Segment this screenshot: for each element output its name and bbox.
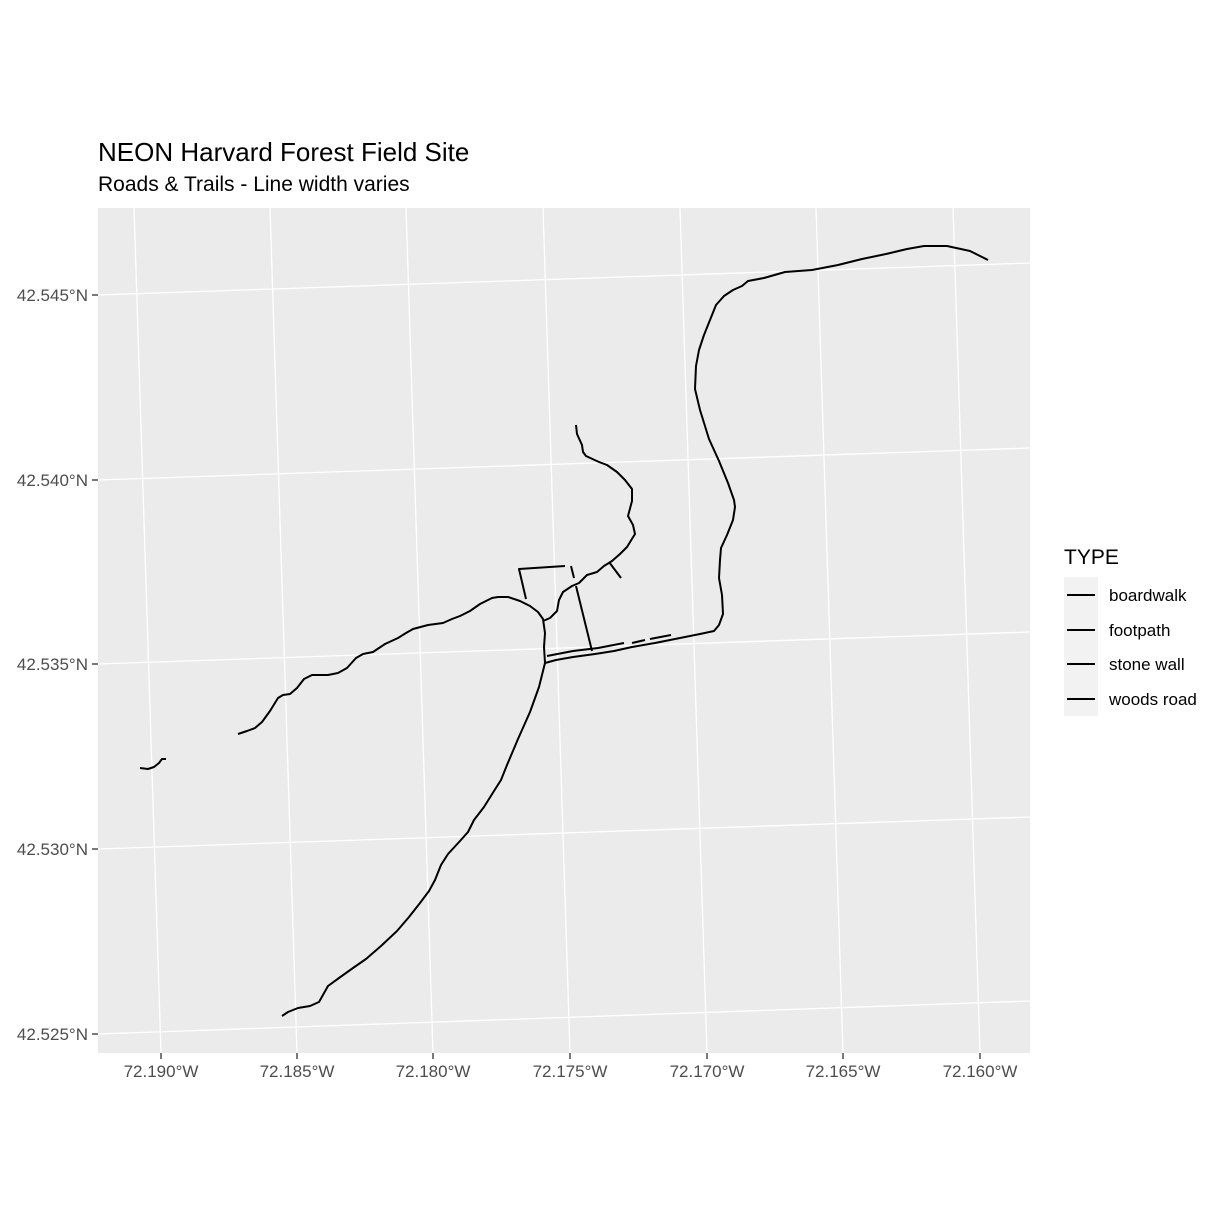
map-title: NEON Harvard Forest Field Site (98, 137, 469, 167)
legend-label-woods-road: woods road (1108, 690, 1197, 709)
y-tick-label: 42.540°N (17, 471, 88, 490)
legend-key-background (1064, 577, 1098, 716)
y-axis-labels: 42.545°N 42.540°N 42.535°N 42.530°N 42.5… (17, 286, 88, 1044)
stone-wall-5 (546, 642, 625, 657)
stone-wall-7 (649, 634, 672, 640)
y-tick-label: 42.525°N (17, 1025, 88, 1044)
x-tick-label: 72.160°W (943, 1062, 1018, 1081)
x-tick-label: 72.175°W (533, 1062, 608, 1081)
woods-road-main (544, 245, 989, 664)
grid-parallel-1 (98, 262, 1030, 296)
boardwalk-west (139, 758, 166, 770)
stone-wall-2 (570, 565, 575, 579)
stone-wall-6 (631, 639, 646, 644)
footpath-west (237, 596, 546, 735)
legend-title: TYPE (1064, 546, 1119, 569)
x-tick-label: 72.190°W (124, 1062, 199, 1081)
x-tick-label: 72.185°W (260, 1062, 335, 1081)
axis-ticks (92, 294, 981, 1059)
grid-meridian-7 (952, 208, 981, 1053)
graticule (98, 208, 1030, 1053)
trail-lines (139, 245, 989, 1017)
x-tick-label: 72.180°W (396, 1062, 471, 1081)
grid-meridian-1 (133, 208, 162, 1053)
grid-parallel-2 (98, 447, 1030, 481)
legend-label-footpath: footpath (1109, 621, 1170, 640)
map-panel (98, 208, 1030, 1053)
y-tick-label: 42.545°N (17, 286, 88, 305)
woods-road-south (281, 662, 546, 1017)
map-subtitle: Roads & Trails - Line width varies (98, 173, 410, 196)
stone-wall-4 (608, 561, 622, 579)
grid-meridian-2 (269, 208, 298, 1053)
grid-meridian-5 (679, 208, 708, 1053)
grid-parallel-4 (98, 816, 1030, 850)
x-axis-labels: 72.190°W 72.185°W 72.180°W 72.175°W 72.1… (124, 1062, 1018, 1081)
y-tick-label: 42.535°N (17, 655, 88, 674)
grid-meridian-3 (405, 208, 434, 1053)
grid-parallel-3 (98, 631, 1030, 665)
grid-parallel-5 (98, 1000, 1030, 1035)
y-tick-label: 42.530°N (17, 840, 88, 859)
legend-label-boardwalk: boardwalk (1109, 586, 1187, 605)
grid-meridian-6 (815, 208, 844, 1053)
x-tick-label: 72.165°W (806, 1062, 881, 1081)
legend-label-stone-wall: stone wall (1109, 655, 1185, 674)
grid-meridian-4 (542, 208, 571, 1053)
stone-wall-1 (518, 565, 566, 600)
x-tick-label: 72.170°W (670, 1062, 745, 1081)
footpath-north (542, 424, 636, 622)
stone-wall-3 (575, 585, 593, 652)
legend: TYPE boardwalk footpath stone wall woods… (1064, 546, 1197, 716)
